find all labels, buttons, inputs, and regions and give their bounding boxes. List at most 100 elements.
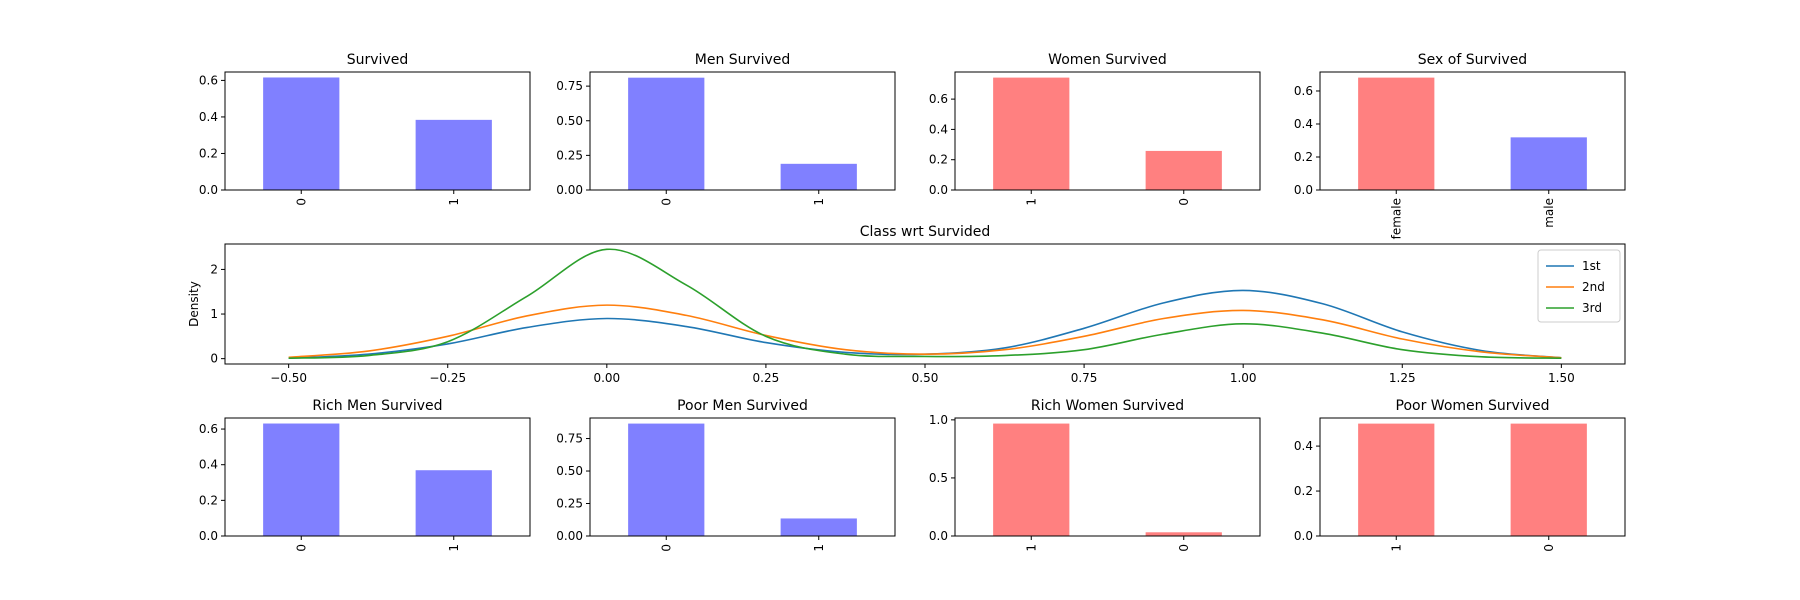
chart-title: Sex of Survived — [1418, 52, 1527, 68]
y-tick-label: 0.0 — [929, 183, 948, 197]
chart-poor-women-survived: 1 0 0.0 0.2 0.4 Poor Women Survived — [1294, 398, 1626, 552]
x-tick-label: 0 — [659, 198, 673, 206]
y-tick-label: 1 — [210, 307, 218, 321]
chart-class-wrt-survided: −0.50 −0.25 0.00 0.25 0.50 0.75 1.00 1.25 1.50 0 1… — [187, 224, 1626, 385]
x-tick-label: 0.25 — [753, 371, 780, 385]
y-axis-label: Density — [187, 281, 201, 327]
legend-label-2nd: 2nd — [1582, 280, 1605, 294]
chart-poor-men-survived: 0 1 0.00 0.25 0.50 0.75 Poor Men Survived — [556, 398, 896, 552]
x-tick-label: 1.00 — [1230, 371, 1257, 385]
y-tick-label: 0 — [210, 352, 218, 366]
x-tick-label: 0 — [294, 198, 308, 206]
y-tick-label: 0.4 — [1294, 117, 1313, 131]
bar-0 — [628, 423, 705, 536]
axes-frame — [224, 71, 531, 191]
legend-label-3rd: 3rd — [1582, 301, 1602, 315]
legend-label-1st: 1st — [1582, 259, 1601, 273]
bar-0 — [1145, 532, 1222, 536]
chart-men-survived: 0 1 0.00 0.25 0.50 0.75 Men Survived — [556, 52, 896, 206]
x-tick-label: 1 — [1024, 198, 1038, 206]
chart-title: Poor Women Survived — [1396, 398, 1550, 414]
axes-frame — [589, 417, 896, 537]
x-tick-label: 1 — [447, 544, 461, 552]
bar-0 — [263, 77, 340, 190]
x-tick-label: −0.50 — [270, 371, 307, 385]
y-tick-label: 0.6 — [199, 73, 218, 87]
bar-1 — [1358, 423, 1435, 536]
y-tick-label: 0.2 — [929, 153, 948, 167]
x-tick-label: 0.50 — [912, 371, 939, 385]
x-tick-label: 1 — [812, 198, 826, 206]
chart-title: Poor Men Survived — [677, 398, 808, 414]
y-tick-label: 0.2 — [1294, 150, 1313, 164]
y-tick-label: 0.4 — [929, 122, 948, 136]
y-tick-label: 0.50 — [556, 114, 583, 128]
x-tick-label: 0 — [1542, 544, 1556, 552]
y-tick-label: 0.00 — [556, 529, 583, 543]
axes-frame — [224, 243, 1626, 365]
y-tick-label: 0.4 — [1294, 439, 1313, 453]
x-tick-label: 1.25 — [1389, 371, 1416, 385]
bar-0 — [1145, 150, 1222, 190]
chart-rich-women-survived: 1 0 0.0 0.5 1.0 Rich Women Survived — [929, 398, 1261, 552]
bar-1 — [415, 470, 492, 536]
y-tick-label: 0.6 — [199, 422, 218, 436]
bar-1 — [993, 423, 1070, 536]
x-tick-label: 0.00 — [593, 371, 620, 385]
bar-1 — [415, 119, 492, 190]
chart-title: Survived — [347, 52, 408, 68]
bar-0 — [1510, 423, 1587, 536]
chart-rich-men-survived: 0 1 0.0 0.2 0.4 0.6 Rich Men Survived — [199, 398, 531, 552]
legend: 1st 2nd 3rd — [1537, 249, 1621, 323]
chart-title: Rich Women Survived — [1031, 398, 1184, 414]
y-tick-label: 0.0 — [929, 529, 948, 543]
chart-women-survived: 1 0 0.0 0.2 0.4 0.6 Women Survived — [929, 52, 1261, 206]
chart-survived: 0 1 0.0 0.2 0.4 0.6 Survived — [199, 52, 531, 206]
y-tick-label: 0.75 — [556, 79, 583, 93]
y-tick-label: 0.6 — [929, 92, 948, 106]
bar-male — [1510, 137, 1587, 190]
bar-1 — [780, 163, 857, 190]
chart-title: Rich Men Survived — [312, 398, 442, 414]
y-tick-label: 0.5 — [929, 471, 948, 485]
axes-frame — [954, 71, 1261, 191]
y-tick-label: 0.4 — [199, 110, 218, 124]
x-tick-label: 1 — [812, 544, 826, 552]
chart-sex-of-survived: female male 0.0 0.2 0.4 0.6 Sex of Survived — [1294, 52, 1626, 239]
bar-1 — [780, 518, 857, 536]
x-tick-label: female — [1389, 198, 1403, 239]
y-tick-label: 0.0 — [199, 183, 218, 197]
y-tick-label: 0.2 — [199, 146, 218, 160]
x-tick-label: 1 — [447, 198, 461, 206]
y-tick-label: 2 — [210, 262, 218, 276]
y-tick-label: 0.4 — [199, 458, 218, 472]
x-tick-label: male — [1542, 198, 1556, 228]
y-tick-label: 0.0 — [199, 529, 218, 543]
x-tick-label: 1.50 — [1548, 371, 1575, 385]
bar-0 — [263, 423, 340, 536]
y-tick-label: 0.2 — [199, 493, 218, 507]
bar-0 — [628, 77, 705, 190]
y-tick-label: 0.25 — [556, 497, 583, 511]
y-tick-label: 0.6 — [1294, 84, 1313, 98]
series-line-1st — [288, 289, 1562, 359]
axes-frame — [224, 417, 531, 537]
y-tick-label: 1.0 — [929, 413, 948, 427]
x-tick-label: 0 — [294, 544, 308, 552]
chart-title: Women Survived — [1048, 52, 1167, 68]
x-tick-label: 0 — [1177, 198, 1191, 206]
series-line-2nd — [288, 304, 1562, 359]
x-tick-label: 1 — [1024, 544, 1038, 552]
x-tick-label: 1 — [1389, 544, 1403, 552]
axes-frame — [954, 417, 1261, 537]
series-line-3rd — [288, 248, 1562, 359]
y-tick-label: 0.0 — [1294, 183, 1313, 197]
axes-frame — [589, 71, 896, 191]
axes-frame — [1319, 417, 1626, 537]
y-tick-label: 0.2 — [1294, 484, 1313, 498]
x-tick-label: −0.25 — [429, 371, 466, 385]
chart-title: Men Survived — [695, 52, 791, 68]
bar-female — [1358, 77, 1435, 190]
x-tick-label: 0 — [659, 544, 673, 552]
